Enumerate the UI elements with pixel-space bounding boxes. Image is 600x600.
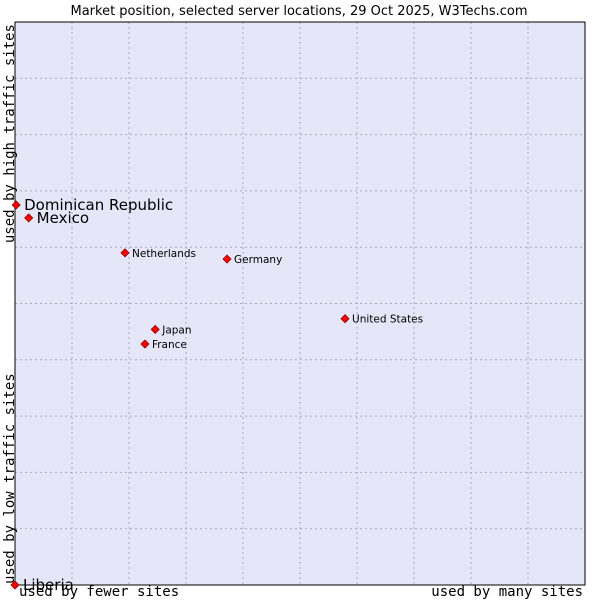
label-mexico: Mexico	[37, 209, 89, 227]
point-united-states	[340, 314, 350, 324]
point-japan	[150, 324, 160, 334]
grid-lines	[15, 22, 585, 585]
y-axis-label-low: used by low traffic sites	[2, 373, 18, 584]
label-germany: Germany	[234, 254, 282, 266]
label-dominican-republic: Dominican Republic	[24, 196, 173, 214]
point-germany	[222, 254, 232, 264]
label-france: France	[152, 339, 187, 351]
x-axis-label-low: used by fewer sites	[19, 584, 179, 600]
label-liberia: Liberia	[23, 576, 74, 594]
plot-border	[14, 21, 586, 586]
label-united-states: United States	[352, 314, 423, 326]
chart-title: Market position, selected server locatio…	[70, 4, 527, 19]
point-liberia	[10, 580, 20, 590]
y-axis-label-high: used by high traffic sites	[2, 24, 18, 243]
point-netherlands	[120, 248, 130, 258]
point-dominican-republic	[11, 200, 21, 210]
x-axis-label-high: used by many sites	[431, 584, 583, 600]
point-mexico	[24, 213, 34, 223]
label-netherlands: Netherlands	[132, 248, 196, 260]
label-japan: Japan	[161, 324, 191, 336]
point-france	[140, 339, 150, 349]
